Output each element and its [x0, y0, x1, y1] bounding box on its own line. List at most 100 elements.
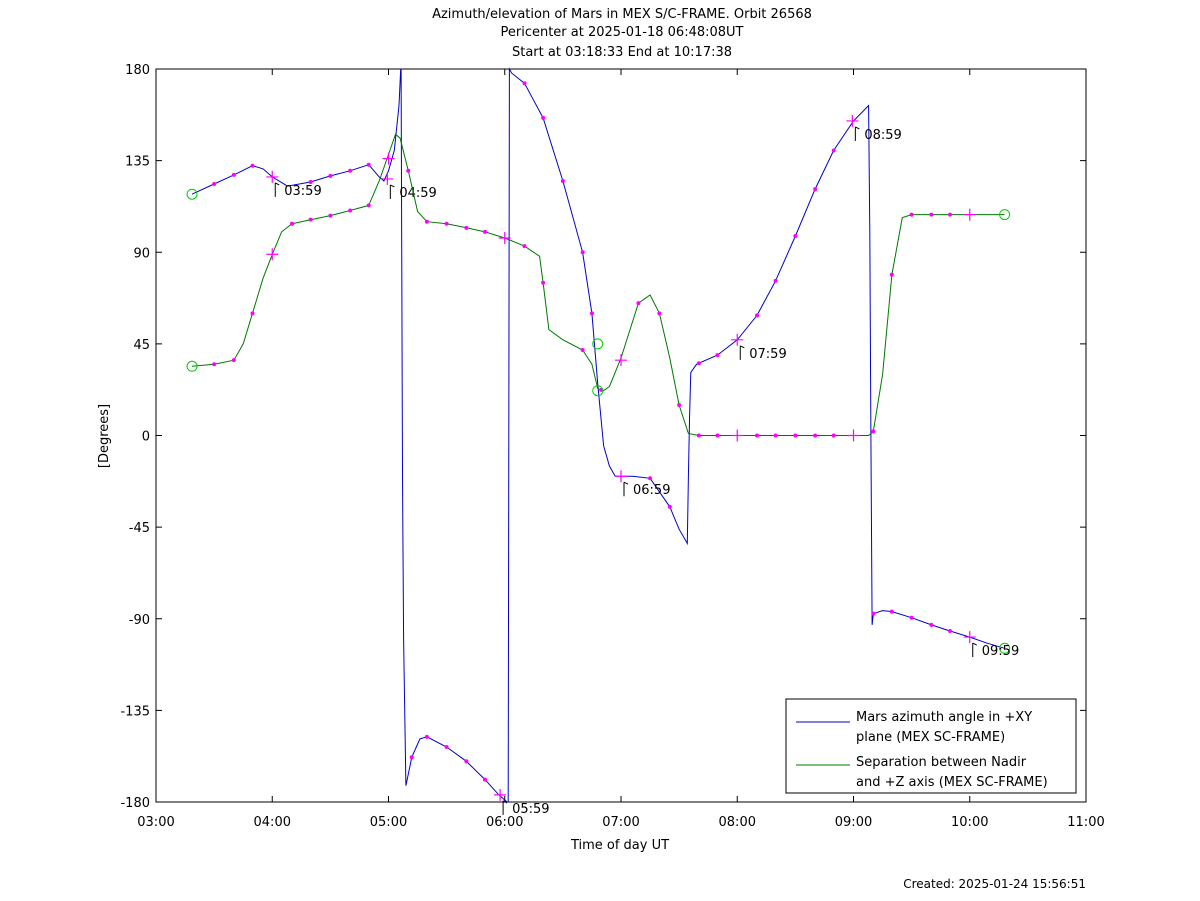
series-point-azimuth — [409, 755, 414, 760]
series-point-separation — [482, 229, 487, 234]
created-timestamp: Created: 2025-01-24 15:56:51 — [903, 877, 1086, 891]
series-point-separation — [929, 212, 934, 217]
x-tick-label: 08:00 — [719, 815, 756, 830]
plot-area — [155, 68, 1087, 803]
series-point-separation — [755, 433, 760, 438]
series-point-azimuth — [560, 178, 565, 183]
time-label: 06:59 — [633, 483, 670, 498]
y-tick-label: 135 — [125, 155, 150, 170]
series-point-separation — [522, 244, 527, 249]
series-point-separation — [947, 212, 952, 217]
series-point-separation — [290, 221, 295, 226]
series-point-azimuth — [667, 504, 672, 509]
chart-title-line-2: Pericenter at 2025-01-18 06:48:08UT — [500, 25, 743, 40]
series-point-azimuth — [328, 173, 333, 178]
plot-frame — [155, 68, 1087, 803]
time-label-hook — [972, 642, 977, 646]
hour-marker-azimuth — [846, 114, 859, 127]
y-tick-label: 0 — [142, 430, 150, 445]
y-tick-label: -45 — [129, 521, 150, 536]
event-circle-azimuth — [999, 642, 1011, 654]
series-point-azimuth — [589, 311, 594, 316]
series-layer: 03:59 04:59 05:59 06:59 07:59 08:59 09:59 — [186, 67, 1019, 817]
series-point-separation — [580, 347, 585, 352]
event-circle-separation — [186, 360, 198, 372]
time-label: 05:59 — [512, 802, 549, 817]
series-point-azimuth — [909, 615, 914, 620]
series-point-separation — [657, 311, 662, 316]
series-point-separation — [715, 433, 720, 438]
x-tick-label: 10:00 — [951, 815, 988, 830]
time-label: 03:59 — [284, 184, 321, 199]
series-point-azimuth — [444, 745, 449, 750]
y-tick-label: -180 — [120, 796, 150, 811]
series-point-separation — [406, 168, 411, 173]
series-point-azimuth — [308, 180, 313, 185]
x-tick-label: 07:00 — [602, 815, 639, 830]
time-label-hook — [855, 126, 860, 130]
x-tick-label: 06:00 — [486, 815, 523, 830]
series-point-azimuth — [773, 278, 778, 283]
series-point-azimuth — [696, 361, 701, 366]
series-point-azimuth — [793, 233, 798, 238]
series-point-separation — [889, 272, 894, 277]
legend-label-azimuth: Mars azimuth angle in +XY plane (MEX SC-F… — [856, 710, 1032, 745]
series-point-azimuth — [813, 187, 818, 192]
y-tick-label: 180 — [125, 63, 150, 78]
event-circle-separation — [592, 385, 604, 397]
x-tick-label: 04:00 — [254, 815, 291, 830]
series-point-separation — [328, 213, 333, 218]
series-point-separation — [212, 362, 217, 367]
series-point-separation — [773, 433, 778, 438]
series-point-azimuth — [889, 609, 894, 614]
x-tick-label: 05:00 — [370, 815, 407, 830]
x-tick-label: 09:00 — [835, 815, 872, 830]
series-point-separation — [636, 301, 641, 306]
time-label: 07:59 — [749, 347, 786, 362]
series-point-azimuth — [755, 313, 760, 318]
y-tick-label: 45 — [133, 338, 150, 353]
series-point-azimuth — [715, 353, 720, 358]
series-point-azimuth — [947, 628, 952, 633]
hour-marker-azimuth — [963, 631, 976, 644]
series-point-separation — [793, 433, 798, 438]
series-point-azimuth — [231, 172, 236, 177]
time-label-hook — [740, 345, 745, 349]
event-circle-separation — [999, 209, 1011, 221]
time-label-hook — [502, 800, 508, 804]
y-tick-label: 90 — [133, 246, 150, 261]
series-point-azimuth — [212, 182, 217, 187]
hour-marker-separation — [498, 231, 511, 244]
series-point-azimuth — [541, 115, 546, 120]
series-point-separation — [541, 280, 546, 285]
series-point-azimuth — [929, 622, 934, 627]
hour-marker-azimuth — [266, 170, 279, 183]
x-axis-label: Time of day UT — [570, 838, 669, 853]
series-point-azimuth — [366, 162, 371, 167]
event-circle-azimuth — [186, 188, 198, 200]
series-point-separation — [464, 225, 469, 230]
y-tick-label: -90 — [129, 613, 150, 628]
series-point-separation — [348, 208, 353, 213]
series-point-separation — [308, 217, 313, 222]
legend: Mars azimuth angle in +XY plane (MEX SC-F… — [785, 698, 1077, 794]
series-point-separation — [424, 219, 429, 224]
series-point-azimuth — [831, 148, 836, 153]
series-point-separation — [696, 433, 701, 438]
x-tick-label: 11:00 — [1067, 815, 1104, 830]
hour-marker-azimuth — [381, 172, 394, 185]
series-point-azimuth — [482, 777, 487, 782]
hour-marker-azimuth — [615, 470, 627, 483]
hour-marker-separation — [731, 429, 744, 442]
hour-marker-separation — [615, 354, 627, 367]
time-label: 09:59 — [982, 644, 1019, 659]
time-label: 04:59 — [399, 186, 436, 201]
series-point-azimuth — [464, 759, 469, 764]
axis-ticks: 03:00 04:00 05:00 06:00 07:00 08:00 09:00 10:00… — [120, 63, 1104, 830]
series-point-azimuth — [250, 163, 255, 168]
series-point-separation — [909, 212, 914, 217]
series-point-separation — [813, 433, 818, 438]
time-label: 08:59 — [864, 128, 901, 143]
hour-marker-separation — [963, 208, 976, 221]
